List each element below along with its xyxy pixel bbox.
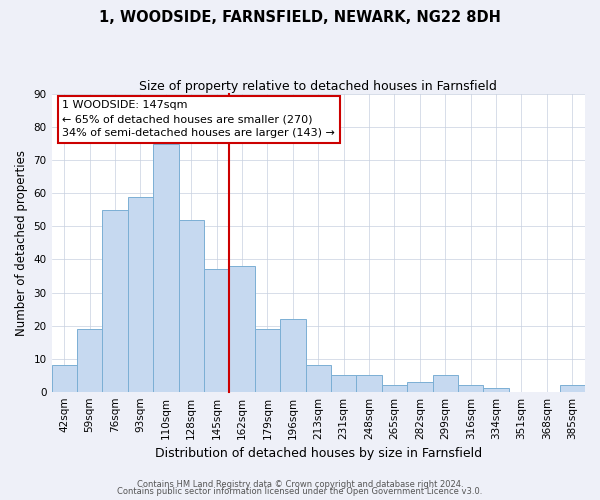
Bar [229, 266, 255, 392]
Bar [407, 382, 433, 392]
Bar [484, 388, 509, 392]
Bar [560, 385, 585, 392]
Title: Size of property relative to detached houses in Farnsfield: Size of property relative to detached ho… [139, 80, 497, 93]
Bar [103, 210, 128, 392]
Bar [331, 375, 356, 392]
Bar [77, 329, 103, 392]
Bar [280, 319, 305, 392]
Bar [128, 196, 153, 392]
Bar [382, 385, 407, 392]
Bar [153, 144, 179, 392]
Bar [255, 329, 280, 392]
X-axis label: Distribution of detached houses by size in Farnsfield: Distribution of detached houses by size … [155, 447, 482, 460]
Text: 1, WOODSIDE, FARNSFIELD, NEWARK, NG22 8DH: 1, WOODSIDE, FARNSFIELD, NEWARK, NG22 8D… [99, 10, 501, 25]
Bar [458, 385, 484, 392]
Text: Contains HM Land Registry data © Crown copyright and database right 2024.: Contains HM Land Registry data © Crown c… [137, 480, 463, 489]
Text: Contains public sector information licensed under the Open Government Licence v3: Contains public sector information licen… [118, 487, 482, 496]
Bar [356, 375, 382, 392]
Y-axis label: Number of detached properties: Number of detached properties [15, 150, 28, 336]
Bar [433, 375, 458, 392]
Bar [179, 220, 204, 392]
Bar [305, 365, 331, 392]
Text: 1 WOODSIDE: 147sqm
← 65% of detached houses are smaller (270)
34% of semi-detach: 1 WOODSIDE: 147sqm ← 65% of detached hou… [62, 100, 335, 138]
Bar [52, 365, 77, 392]
Bar [204, 270, 229, 392]
